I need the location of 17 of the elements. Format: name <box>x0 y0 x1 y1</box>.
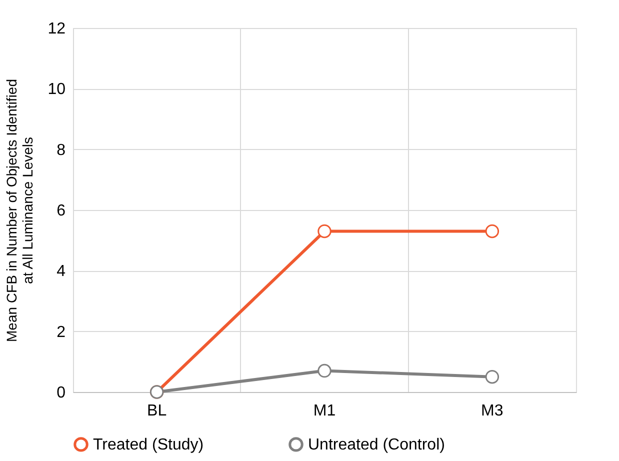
y-tick-label: 8 <box>56 142 66 159</box>
x-tick-label: M3 <box>481 402 504 420</box>
point <box>318 364 332 378</box>
x-tick-label: M1 <box>313 402 336 420</box>
y-axis-title: Mean CFB in Number of Objects Identified at All Luminance Levels <box>4 78 36 342</box>
y-tick-label: 12 <box>48 20 66 38</box>
point <box>318 224 332 238</box>
y-tick-label: 6 <box>56 202 66 220</box>
y-tick-label: 2 <box>56 324 66 341</box>
point <box>485 370 500 384</box>
point <box>485 224 500 238</box>
y-tick-label: 4 <box>56 263 66 280</box>
legend-label: Treated (Study) <box>93 436 204 454</box>
x-tick-label: BL <box>147 402 167 420</box>
legend-label: Untreated (Control) <box>308 436 445 454</box>
y-tick-label: 0 <box>56 384 66 402</box>
y-tick-label: 10 <box>48 81 66 98</box>
